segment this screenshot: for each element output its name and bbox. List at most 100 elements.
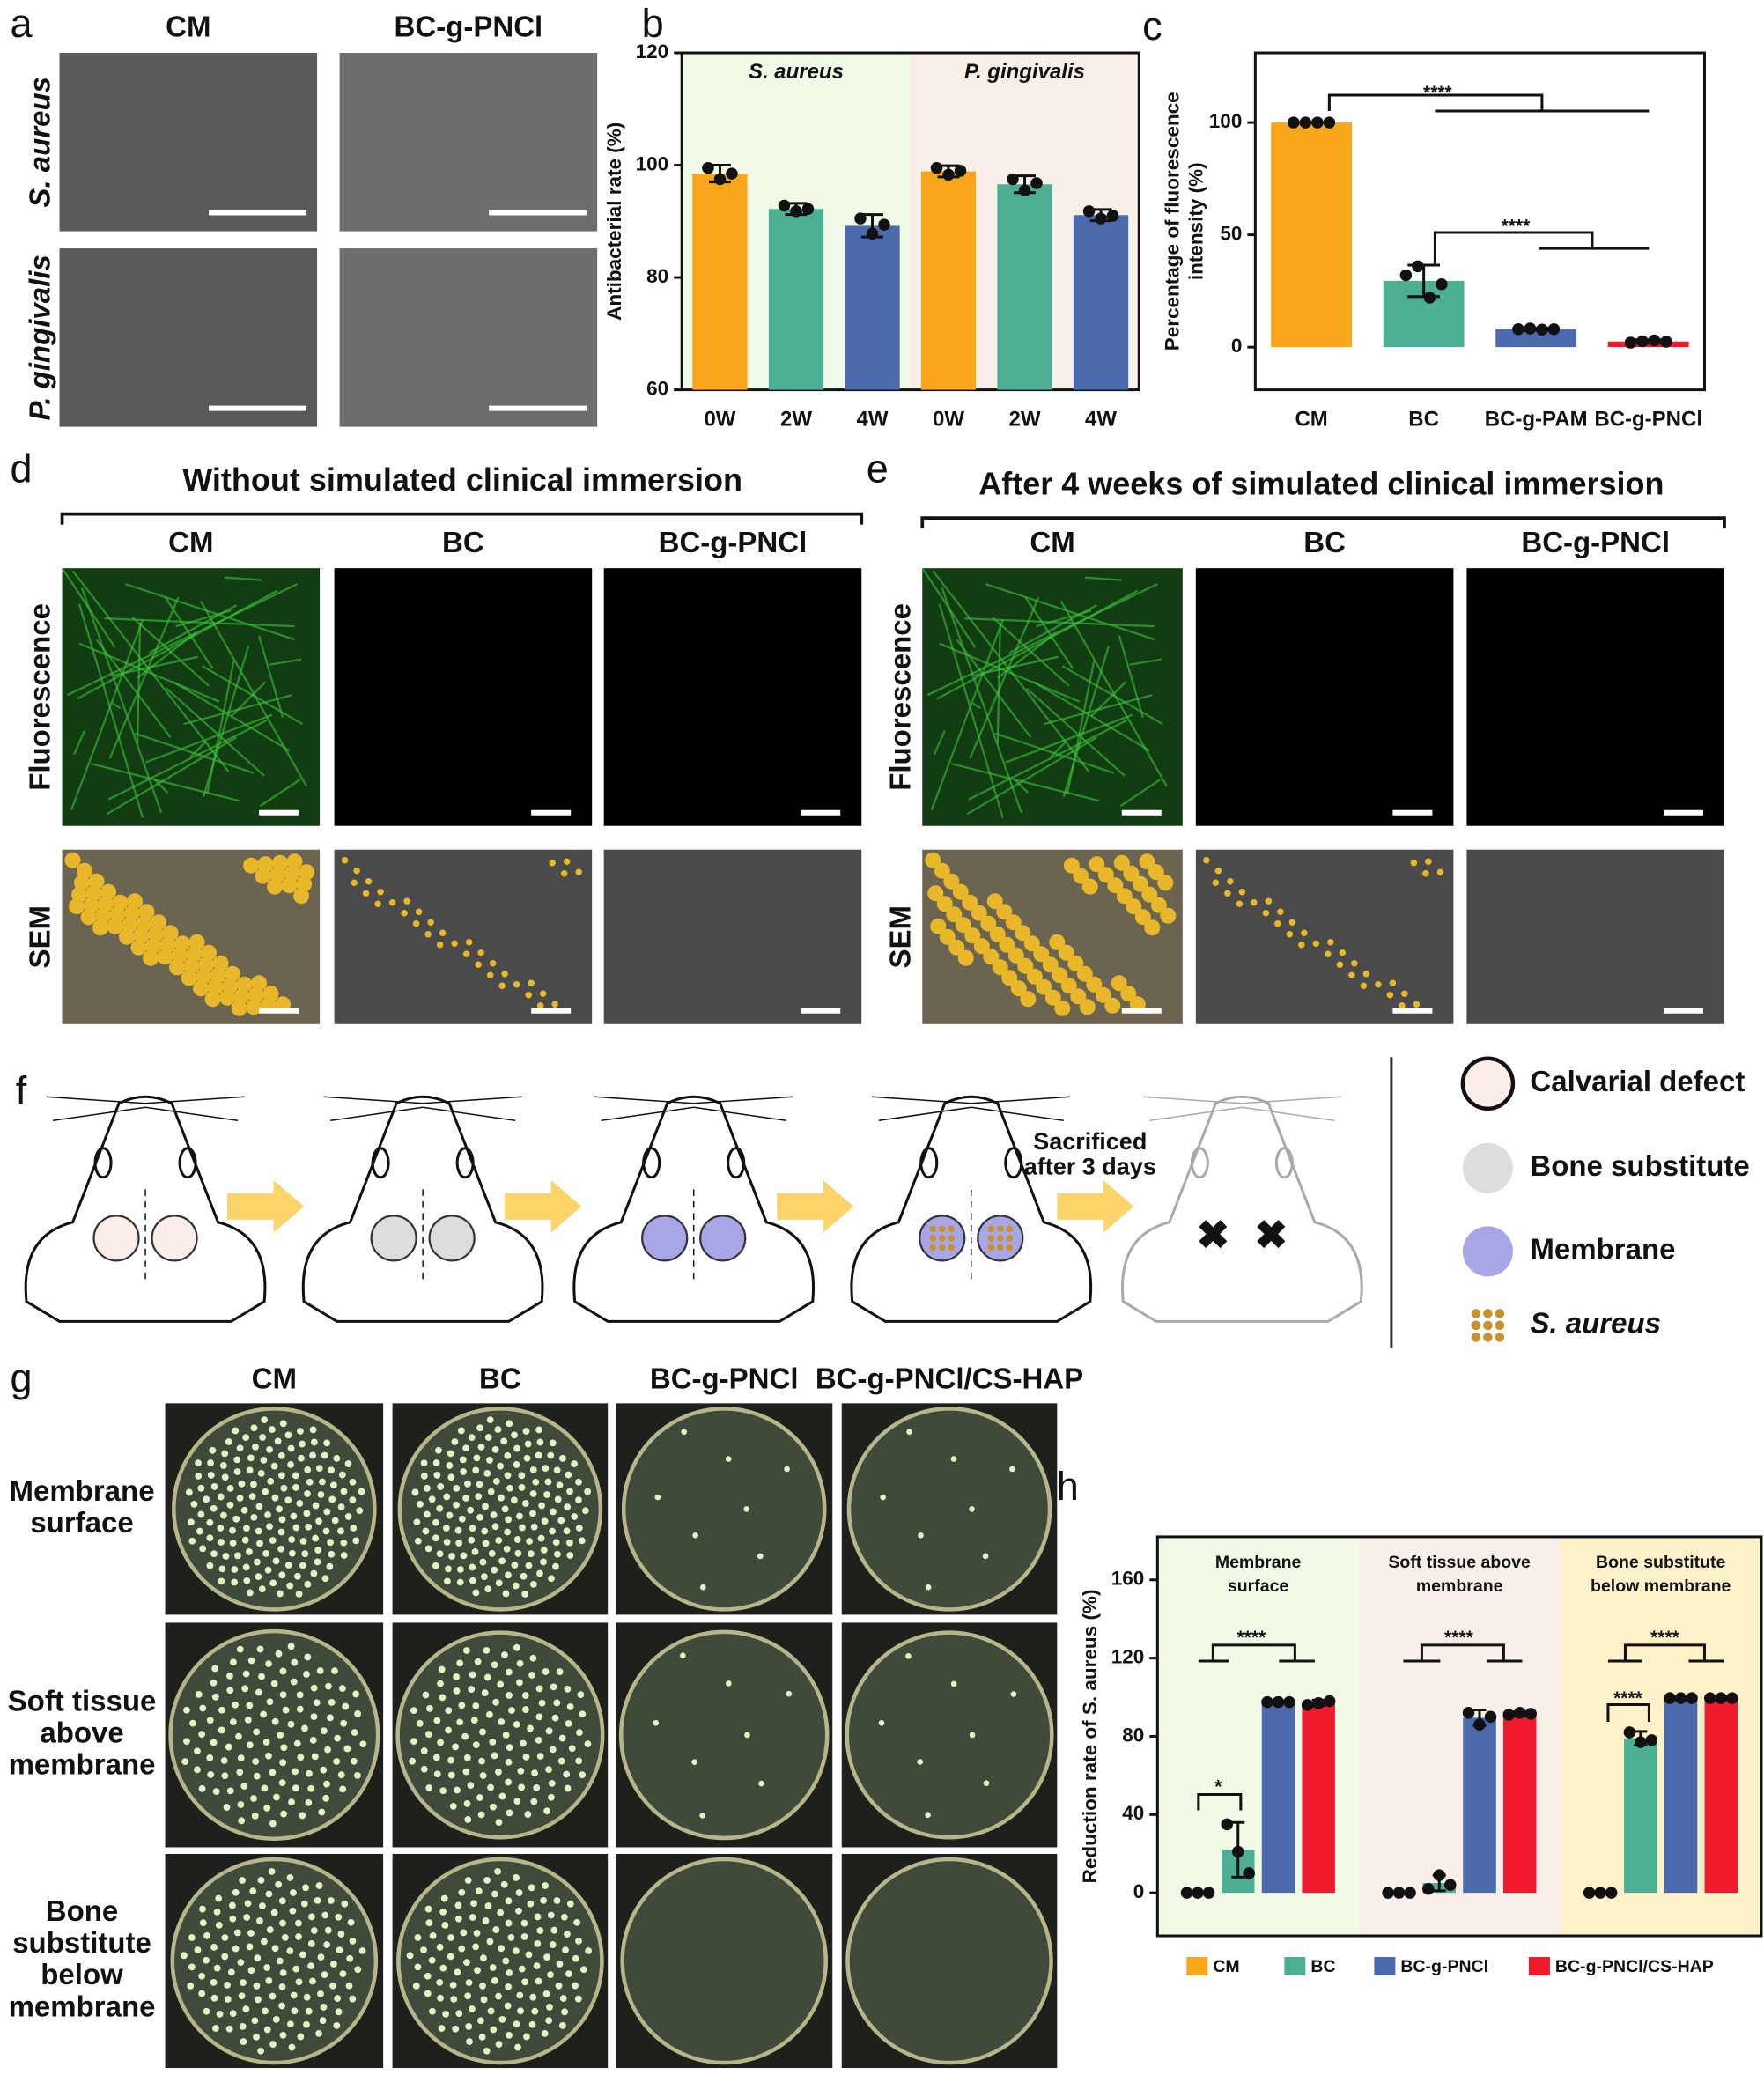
colony [420,1765,428,1773]
colony [563,1527,571,1535]
colony [236,1444,244,1452]
bacterium [1006,1244,1014,1252]
colony [505,1758,513,1766]
colony [328,1495,336,1503]
legend-swatch [1374,1957,1396,1976]
colony [654,1494,661,1501]
label: 120 [1111,1646,1145,1668]
label: After 4 weeks of simulated clinical imme… [978,466,1664,502]
colony [308,1913,315,1921]
bacteria [296,875,313,892]
colony [207,1770,215,1778]
colony [725,1456,732,1462]
colony [450,1996,458,2003]
colony [492,1926,500,1933]
colony [566,1488,573,1495]
colony [207,1472,215,1479]
colony [460,1468,467,1475]
label: **** [1502,217,1532,237]
bacteria [172,947,188,964]
colony [267,1478,275,1485]
colony [453,1673,461,1680]
colony [309,1737,317,1744]
colony [534,1940,542,1947]
colony [538,1502,546,1510]
colony [429,1931,437,1939]
fiber [1067,660,1096,794]
colony [584,1488,592,1495]
whisker [423,1106,516,1122]
colony [278,1516,286,1524]
agar-plate [618,1629,830,1841]
colony [255,1996,262,2004]
label: Soft tissue [8,1685,157,1717]
fiber [258,635,284,719]
bacterium [987,1244,995,1252]
legend-icon [1462,1226,1513,1277]
colony [504,1472,512,1480]
fiber [1008,604,1097,654]
colony [543,1807,551,1815]
label: 4W [1085,407,1117,431]
colony [333,1758,341,1765]
colony [529,1490,537,1497]
colony [420,1459,428,1467]
bacteria [162,925,179,942]
colony [281,1933,289,1941]
colony [277,1545,285,1553]
colony [297,1428,304,1435]
colony [465,2022,473,2030]
legend-swatch [1284,1957,1306,1976]
colony [264,1511,271,1518]
label: Bone [46,1894,119,1927]
label: Reduction rate of S. aureus (%) [1079,1590,1101,1884]
colony [270,1909,278,1916]
colony [486,1938,494,1946]
colony [203,1931,210,1939]
fiber [973,655,1059,676]
data-point [1536,323,1548,336]
fiber [189,740,207,758]
colony [556,1668,564,1676]
colony [880,1494,886,1501]
fiber [1044,694,1153,726]
colony [482,1917,490,1924]
colony [576,1729,583,1736]
colony [336,1946,343,1954]
bacteria [1063,857,1080,874]
colony [506,1744,513,1751]
colony [578,1537,586,1545]
colony [243,1525,250,1532]
colony [349,1995,357,2003]
colony [519,1524,526,1532]
bacteria [436,941,444,949]
colony [303,1993,311,2001]
colony [269,1769,277,1776]
colony [549,1527,556,1535]
colony [307,1962,314,1970]
data-point [878,218,890,231]
colony [522,1753,530,1761]
bar [1664,1698,1698,1894]
agar-plate [396,1857,604,2065]
colony [243,1914,251,1921]
colony [545,1766,552,1774]
colony [545,1727,553,1735]
colony [215,1894,223,1902]
bacteria [1157,875,1174,891]
significance-bracket [1433,231,1650,265]
fiber [71,570,230,772]
colony [549,1746,557,1754]
bacteria [1375,981,1382,988]
colony [528,1884,535,1892]
colony [563,1770,571,1778]
colony [288,1549,296,1557]
fiber [80,587,163,814]
bacterium [997,1235,1004,1242]
colony [503,1545,511,1553]
bacteria [212,955,229,971]
colony [917,1759,924,1765]
bacteria [1076,965,1093,982]
bacteria [207,978,224,995]
colony [506,1969,513,1976]
